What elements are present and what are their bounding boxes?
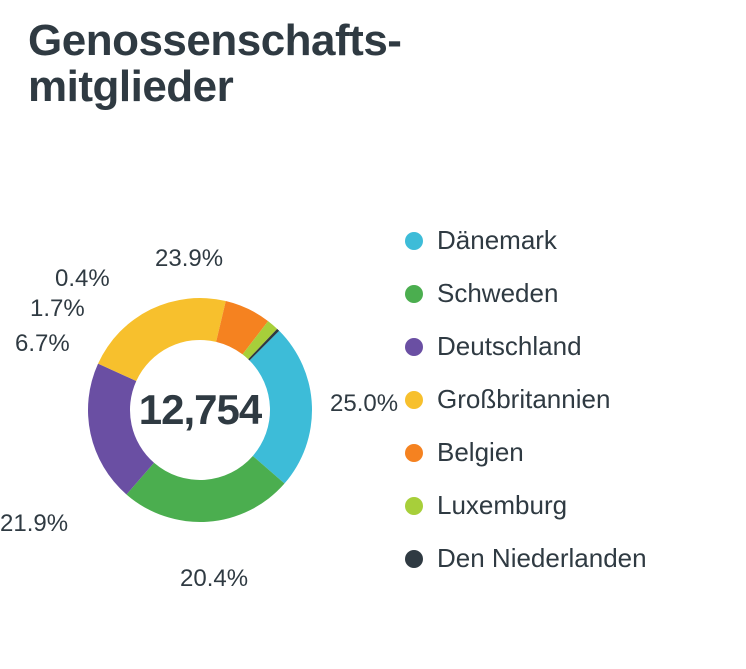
legend-item-gb: Großbritannien (405, 384, 647, 415)
legend-item-belgien: Belgien (405, 437, 647, 468)
legend-item-schweden: Schweden (405, 278, 647, 309)
pct-label-luxemburg: 1.7% (30, 295, 85, 323)
pct-label-daenemark: 23.9% (155, 245, 223, 273)
legend-item-nl: Den Niederlanden (405, 543, 647, 574)
legend-dot-daenemark (405, 232, 423, 250)
donut-chart-area: 12,754 23.9%25.0%20.4%21.9%6.7%1.7%0.4% (0, 195, 380, 615)
donut-chart: 12,754 (80, 290, 320, 530)
pct-label-schweden: 25.0% (330, 390, 398, 418)
legend-label-nl: Den Niederlanden (437, 543, 647, 574)
pct-label-nl: 0.4% (55, 265, 110, 293)
legend-label-schweden: Schweden (437, 278, 558, 309)
legend-dot-deutschland (405, 338, 423, 356)
title-line-1: Genossenschafts- (28, 16, 401, 65)
legend-dot-luxemburg (405, 497, 423, 515)
legend-dot-belgien (405, 444, 423, 462)
legend-item-daenemark: Dänemark (405, 225, 647, 256)
pct-label-belgien: 6.7% (15, 330, 70, 358)
legend-item-deutschland: Deutschland (405, 331, 647, 362)
legend-label-belgien: Belgien (437, 437, 524, 468)
page-title: Genossenschafts- mitglieder (28, 18, 401, 110)
legend-item-luxemburg: Luxemburg (405, 490, 647, 521)
legend-dot-gb (405, 391, 423, 409)
title-line-2: mitglieder (28, 62, 233, 111)
pct-label-deutschland: 20.4% (180, 565, 248, 593)
donut-slice-gb (98, 298, 226, 381)
legend-dot-schweden (405, 285, 423, 303)
legend-label-luxemburg: Luxemburg (437, 490, 567, 521)
legend-label-daenemark: Dänemark (437, 225, 557, 256)
chart-legend: Dänemark Schweden Deutschland Großbritannie… (405, 225, 647, 596)
legend-label-gb: Großbritannien (437, 384, 610, 415)
pct-label-gb: 21.9% (0, 510, 68, 538)
legend-label-deutschland: Deutschland (437, 331, 582, 362)
donut-center-value: 12,754 (139, 386, 261, 434)
legend-dot-nl (405, 550, 423, 568)
